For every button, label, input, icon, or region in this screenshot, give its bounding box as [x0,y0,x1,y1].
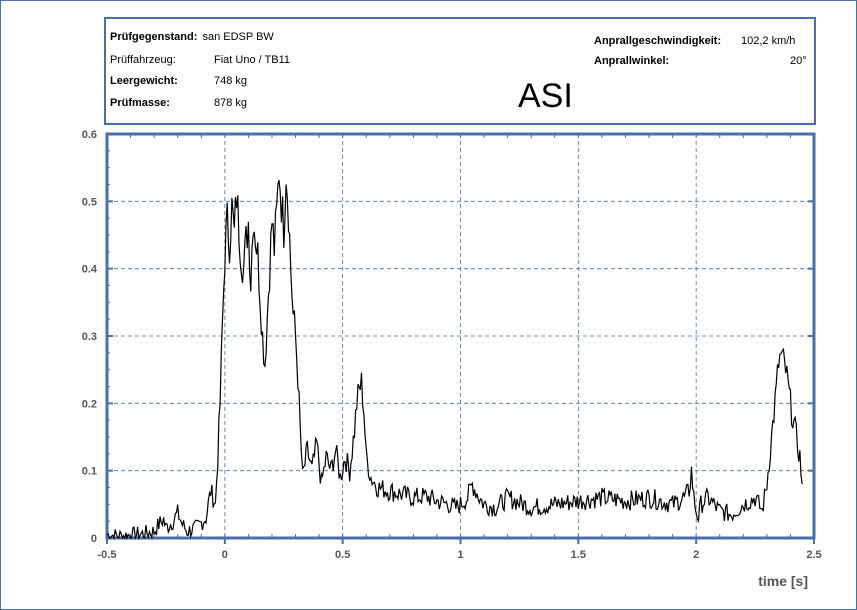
info-impact-speed-label: Anprallgeschwindigkeit: [594,35,722,47]
x-tick-label: 2.5 [806,549,821,561]
x-tick-labels: -0.5 0 0.5 1 1.5 2 2.5 [98,549,822,561]
x-tick-label: 1 [457,549,463,561]
x-tick-label: 0 [222,549,228,561]
x-tick-label: 2 [693,549,699,561]
info-curb-weight-value: 748 kg [214,75,248,87]
info-test-object: Prüfgegenstand: san EDSP BW [110,31,274,43]
chart-grid [107,134,814,538]
x-tick-label: 0.5 [335,549,350,561]
x-tick-label: 1.5 [571,549,586,561]
y-tick-label: 0 [91,533,97,545]
y-tick-label: 0.1 [82,466,97,478]
x-axis-label: time [s] [758,573,808,589]
info-vehicle-label: Prüffahrzeug: [110,54,176,66]
info-box [104,17,816,125]
x-tick-label: -0.5 [98,549,117,561]
info-test-object-label: Prüfgegenstand: [110,31,198,43]
y-tick-label: 0.5 [82,196,97,208]
y-tick-label: 0.4 [82,264,98,276]
info-impact-angle-value: 20° [790,55,807,67]
info-test-mass-value: 878 kg [214,97,248,109]
y-tick-label: 0.6 [82,129,97,141]
axis-ticks [106,133,815,544]
chart-title: ASI [518,77,573,115]
info-curb-weight-label: Leergewicht: [110,75,178,87]
y-tick-labels: 0 0.1 0.2 0.3 0.4 0.5 0.6 [82,129,98,545]
info-test-mass-label: Prüfmasse: [110,97,170,109]
info-impact-angle-label: Anprallwinkel: [594,55,670,67]
y-tick-label: 0.3 [82,331,97,343]
asi-series-line [106,179,803,541]
y-tick-label: 0.2 [82,398,97,410]
info-test-object-value: san EDSP BW [202,31,274,43]
info-impact-speed-value: 102,2 km/h [741,35,796,47]
info-vehicle-value: Fiat Uno / TB11 [214,54,291,66]
